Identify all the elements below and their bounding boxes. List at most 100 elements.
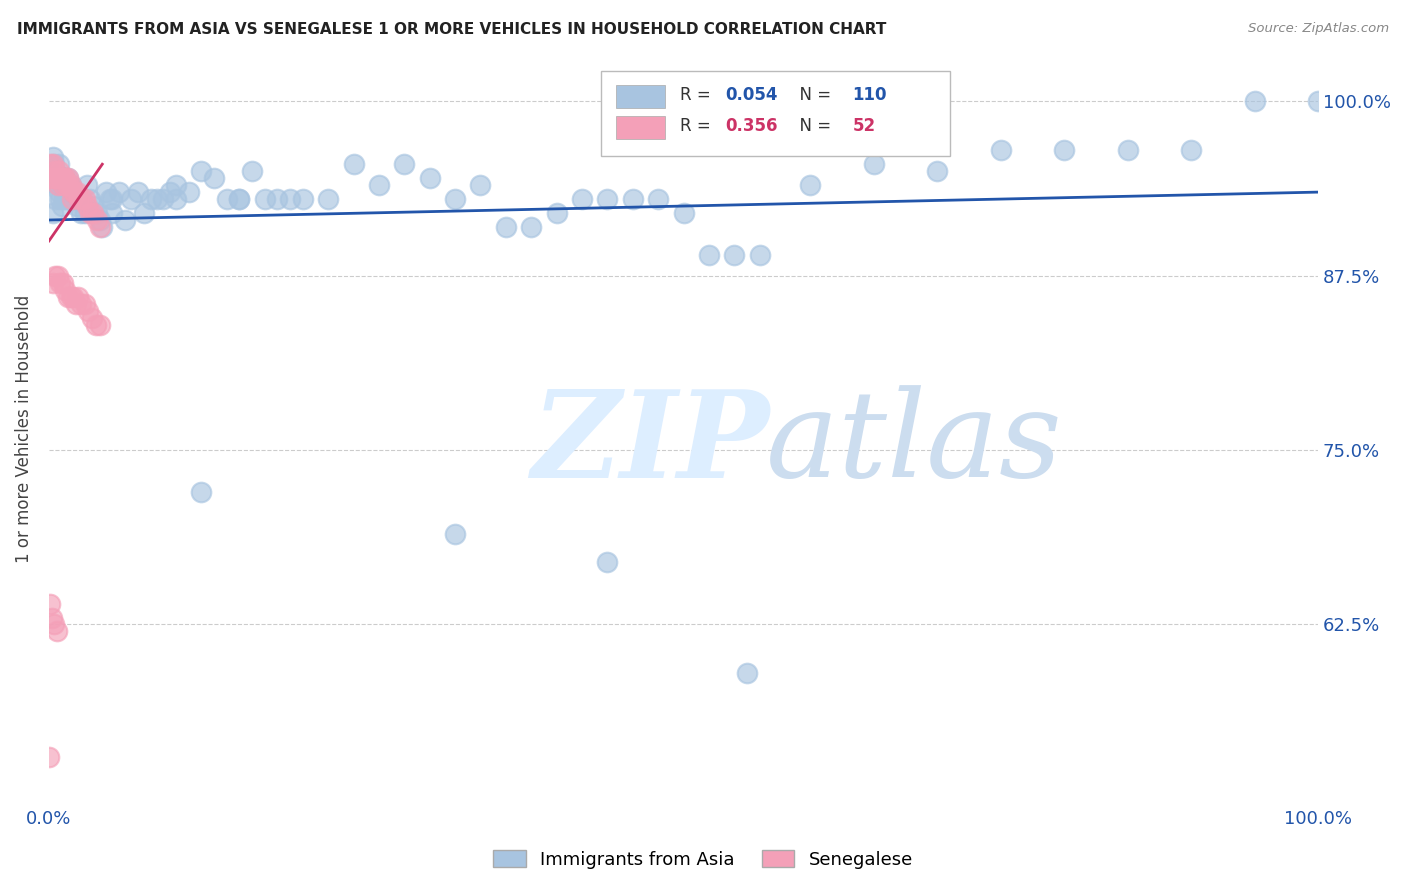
Point <box>59 290 82 304</box>
Point <box>520 219 543 234</box>
Point <box>73 296 96 310</box>
Bar <box>616 85 665 109</box>
Point <box>42 150 65 164</box>
Point <box>56 185 79 199</box>
Point <box>253 192 276 206</box>
Point <box>49 171 72 186</box>
Point <box>73 206 96 220</box>
Text: atlas: atlas <box>766 385 1063 503</box>
Point <box>45 171 67 186</box>
Point <box>55 283 77 297</box>
Point <box>59 178 82 193</box>
Text: 52: 52 <box>852 117 876 135</box>
Point <box>799 178 821 193</box>
Point <box>165 192 187 206</box>
Point <box>228 192 250 206</box>
Point <box>63 185 86 199</box>
Point <box>55 178 77 193</box>
Point <box>152 192 174 206</box>
Point <box>1308 95 1330 109</box>
Point <box>76 199 98 213</box>
Point <box>48 185 70 199</box>
Point <box>571 192 593 206</box>
Point <box>44 192 66 206</box>
Point <box>89 213 111 227</box>
Point <box>46 171 69 186</box>
Point <box>990 143 1012 157</box>
Point <box>62 185 84 199</box>
Point <box>1116 143 1139 157</box>
Point <box>316 192 339 206</box>
Point <box>444 192 467 206</box>
Point <box>84 318 107 332</box>
Point <box>146 192 169 206</box>
Point <box>735 666 758 681</box>
Point <box>70 192 93 206</box>
Point <box>89 318 111 332</box>
Point <box>45 171 67 186</box>
Point <box>56 171 79 186</box>
Text: N =: N = <box>789 117 837 135</box>
Point <box>723 248 745 262</box>
Text: ZIP: ZIP <box>531 384 769 503</box>
Point <box>98 192 121 206</box>
Point <box>53 192 76 206</box>
Point <box>39 157 62 171</box>
Legend: Immigrants from Asia, Senegalese: Immigrants from Asia, Senegalese <box>486 843 920 876</box>
Point <box>697 248 720 262</box>
Point <box>394 157 416 171</box>
Point <box>55 192 77 206</box>
Point <box>58 192 80 206</box>
Point <box>596 192 619 206</box>
Point <box>863 157 886 171</box>
Point <box>278 192 301 206</box>
Point <box>53 171 76 186</box>
Point <box>121 192 143 206</box>
Point <box>45 171 67 186</box>
FancyBboxPatch shape <box>600 70 950 156</box>
Point <box>67 290 90 304</box>
Text: Source: ZipAtlas.com: Source: ZipAtlas.com <box>1249 22 1389 36</box>
Point <box>159 185 181 199</box>
Point <box>215 192 238 206</box>
Text: R =: R = <box>679 117 716 135</box>
Point <box>46 178 69 193</box>
Point <box>44 164 66 178</box>
Point <box>62 185 84 199</box>
Point <box>621 192 644 206</box>
Point <box>66 199 89 213</box>
Point <box>55 178 77 193</box>
Point <box>368 178 391 193</box>
Point <box>56 171 79 186</box>
Point <box>67 192 90 206</box>
Text: 0.356: 0.356 <box>725 117 778 135</box>
Point <box>91 219 114 234</box>
Point <box>82 310 104 325</box>
Point <box>41 171 63 186</box>
Point <box>139 192 162 206</box>
Point <box>647 192 669 206</box>
Point <box>52 178 75 193</box>
Point <box>444 526 467 541</box>
Bar <box>616 116 665 139</box>
Point <box>1243 95 1265 109</box>
Point <box>44 164 66 178</box>
Point <box>134 206 156 220</box>
Point <box>60 192 83 206</box>
Point <box>58 178 80 193</box>
Point <box>60 185 83 199</box>
Point <box>42 171 65 186</box>
Point <box>127 185 149 199</box>
Point <box>342 157 364 171</box>
Point <box>60 192 83 206</box>
Point <box>1053 143 1076 157</box>
Point <box>66 185 89 199</box>
Text: 110: 110 <box>852 87 887 104</box>
Point <box>73 192 96 206</box>
Point <box>86 213 108 227</box>
Point <box>51 199 73 213</box>
Point <box>45 624 67 639</box>
Text: N =: N = <box>789 87 837 104</box>
Point <box>94 185 117 199</box>
Point <box>82 206 104 220</box>
